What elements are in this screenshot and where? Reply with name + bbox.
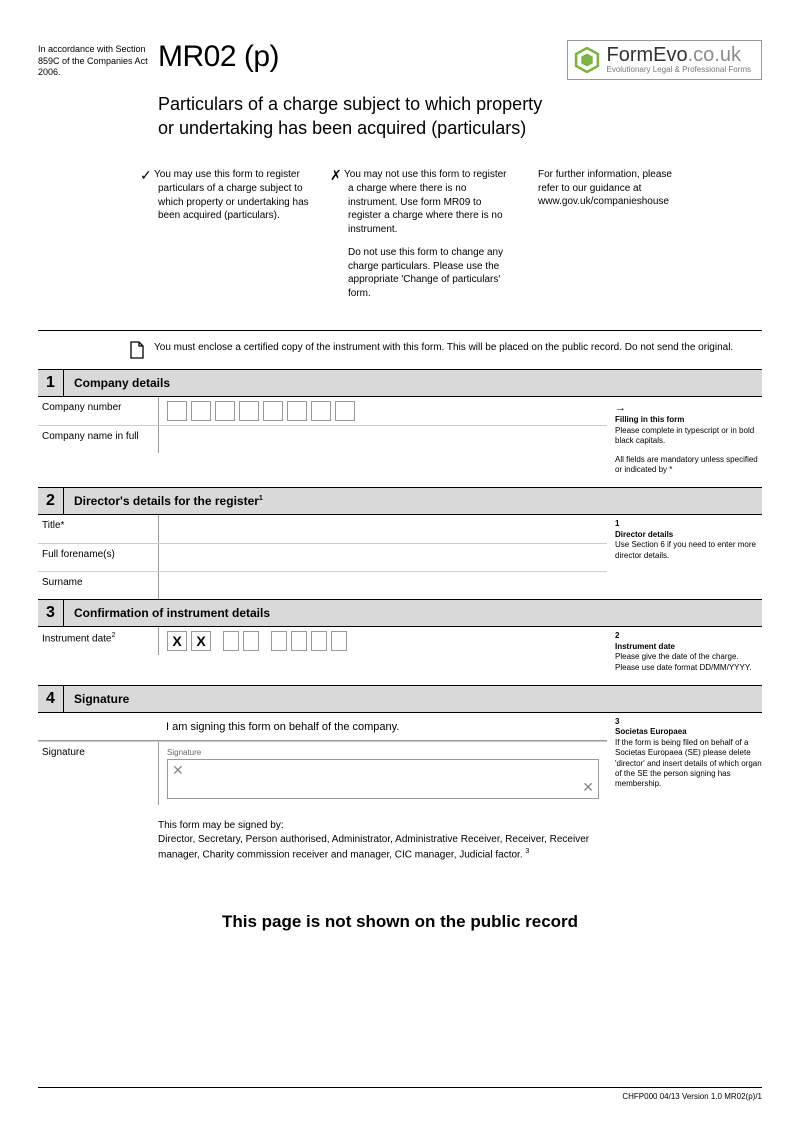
logo: FormEvo.co.uk Evolutionary Legal & Profe… bbox=[567, 40, 762, 80]
section-1-notes: →Filling in this form Please complete in… bbox=[607, 397, 762, 487]
guidance-use: ✓You may use this form to register parti… bbox=[158, 168, 318, 310]
section-2-body: Title* Full forename(s) Surname 1 Direct… bbox=[38, 515, 762, 600]
input-company-number[interactable] bbox=[158, 397, 607, 425]
header-row: In accordance with Section 859C of the C… bbox=[38, 40, 762, 80]
section-3-header: 3 Confirmation of instrument details bbox=[38, 600, 762, 627]
section-1-header: 1 Company details bbox=[38, 370, 762, 397]
input-instrument-date[interactable]: XX bbox=[158, 627, 607, 655]
section-3-title: Confirmation of instrument details bbox=[64, 600, 762, 626]
signature-intro: I am signing this form on behalf of the … bbox=[158, 713, 607, 740]
signed-by-block: This form may be signed by: Director, Se… bbox=[158, 819, 598, 862]
label-instrument-date: Instrument date2 bbox=[38, 627, 158, 655]
input-company-name[interactable] bbox=[158, 426, 607, 453]
guidance-info: For further information, please refer to… bbox=[538, 168, 688, 310]
input-surname[interactable] bbox=[158, 572, 607, 599]
section-3-number: 3 bbox=[38, 600, 64, 626]
section-2-header: 2 Director's details for the register1 bbox=[38, 488, 762, 515]
input-title[interactable] bbox=[158, 515, 607, 543]
logo-hex-icon bbox=[574, 47, 600, 73]
row-instrument-date: Instrument date2 XX bbox=[38, 627, 607, 655]
section-1-number: 1 bbox=[38, 370, 64, 396]
page-footer: CHFP000 04/13 Version 1.0 MR02(p)/1 bbox=[38, 1087, 762, 1101]
act-reference: In accordance with Section 859C of the C… bbox=[38, 40, 148, 79]
row-company-number: Company number bbox=[38, 397, 607, 425]
row-surname: Surname bbox=[38, 571, 607, 599]
label-company-number: Company number bbox=[38, 397, 158, 425]
section-4-notes: 3 Societas EuropaeaIf the form is being … bbox=[607, 713, 762, 805]
section-4-body: I am signing this form on behalf of the … bbox=[38, 713, 762, 805]
section-2-title: Director's details for the register1 bbox=[64, 488, 762, 514]
form-code: MR02 (p) bbox=[158, 40, 279, 74]
guidance-block: ✓You may use this form to register parti… bbox=[158, 168, 762, 310]
section-4-header: 4 Signature bbox=[38, 686, 762, 713]
document-icon bbox=[130, 341, 144, 359]
section-1-body: Company number Company name in full →Fil… bbox=[38, 397, 762, 488]
section-3-notes: 2 Instrument datePlease give the date of… bbox=[607, 627, 762, 685]
row-forenames: Full forename(s) bbox=[38, 543, 607, 571]
signature-area[interactable]: Signature ✕ ✕ bbox=[158, 742, 607, 805]
label-company-name: Company name in full bbox=[38, 426, 158, 453]
section-3-body: Instrument date2 XX 2 Instrument datePle… bbox=[38, 627, 762, 686]
guidance-not-use: ✗You may not use this form to register a… bbox=[348, 168, 508, 310]
input-forenames[interactable] bbox=[158, 544, 607, 571]
row-sig-intro: I am signing this form on behalf of the … bbox=[38, 713, 607, 741]
label-signature: Signature bbox=[38, 742, 158, 761]
section-2-number: 2 bbox=[38, 488, 64, 514]
row-company-name: Company name in full bbox=[38, 425, 607, 453]
not-public-notice: This page is not shown on the public rec… bbox=[38, 912, 762, 932]
label-forenames: Full forename(s) bbox=[38, 544, 158, 571]
row-signature: Signature Signature ✕ ✕ bbox=[38, 741, 607, 805]
section-2-notes: 1 Director detailsUse Section 6 if you n… bbox=[607, 515, 762, 599]
form-title: Particulars of a charge subject to which… bbox=[158, 92, 558, 141]
section-1-title: Company details bbox=[64, 370, 762, 396]
row-title: Title* bbox=[38, 515, 607, 543]
cross-icon: ✗ bbox=[330, 168, 344, 182]
logo-text: FormEvo.co.uk Evolutionary Legal & Profe… bbox=[606, 45, 751, 75]
label-surname: Surname bbox=[38, 572, 158, 599]
label-title: Title* bbox=[38, 515, 158, 543]
section-4-title: Signature bbox=[64, 686, 762, 712]
instrument-notice: You must enclose a certified copy of the… bbox=[38, 331, 762, 370]
section-4-number: 4 bbox=[38, 686, 64, 712]
tick-icon: ✓ bbox=[140, 168, 154, 182]
